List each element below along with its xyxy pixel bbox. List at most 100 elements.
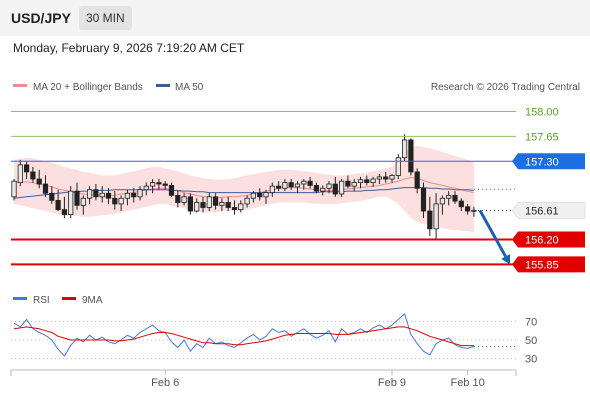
rsi-tick-label: 30 — [525, 354, 537, 366]
candle-body — [36, 178, 42, 185]
candle — [351, 179, 357, 192]
candle — [87, 186, 93, 204]
candle — [427, 196, 433, 236]
ma9-legend-swatch — [62, 297, 76, 300]
candle-body — [376, 176, 383, 180]
candle-body — [452, 194, 458, 202]
timeframe-button[interactable]: 30 MIN — [79, 6, 132, 30]
candle-body — [42, 183, 49, 194]
candle — [294, 181, 301, 194]
candle-body — [257, 192, 263, 198]
candle — [458, 198, 464, 212]
candle-body — [168, 185, 175, 196]
x-tick-label: Feb 9 — [378, 377, 406, 389]
x-tick-label: Feb 6 — [151, 377, 179, 389]
candle-body — [194, 202, 200, 212]
support-tag-bg — [512, 256, 585, 273]
candle-body — [118, 197, 124, 205]
candle-body — [200, 202, 206, 208]
candle-body — [143, 185, 149, 191]
candle-body — [225, 202, 231, 208]
level-lines: 158.00 157.65 157.30 156.20 155.85 156.61 — [11, 107, 586, 273]
candle-body — [263, 192, 269, 198]
candle — [332, 176, 338, 197]
candle — [225, 196, 231, 212]
forecast-arrow — [478, 209, 510, 265]
candle-body — [301, 180, 307, 185]
candle — [55, 189, 61, 212]
candle-body — [61, 209, 68, 215]
candle — [446, 191, 452, 206]
candle — [17, 159, 23, 187]
header-bar: USD/JPY 30 MIN — [0, 0, 590, 36]
candle-body — [427, 210, 433, 230]
support-label: 156.20 — [525, 234, 559, 246]
candle-body — [80, 197, 86, 206]
candle — [156, 179, 162, 190]
candle — [263, 189, 269, 204]
support-tag: 155.85 — [512, 256, 585, 273]
candle — [23, 161, 30, 180]
current-price-tag-bg — [511, 202, 586, 219]
candle — [143, 182, 149, 196]
candle-body — [345, 180, 351, 187]
candle-body — [389, 175, 395, 180]
candle — [433, 193, 439, 240]
candle — [36, 169, 42, 189]
candle — [93, 184, 99, 201]
candle-body — [439, 197, 446, 205]
candle — [49, 186, 55, 204]
candle — [439, 195, 446, 215]
support-tag: 156.20 — [512, 231, 585, 248]
candle-body — [313, 185, 320, 192]
candle — [105, 188, 112, 204]
candle-body — [49, 192, 55, 201]
candle — [187, 193, 193, 215]
candle — [11, 179, 17, 201]
candle-body — [11, 180, 17, 198]
candle-body — [23, 164, 30, 173]
candle — [80, 195, 86, 215]
current-price-tag: 156.61 — [511, 202, 586, 219]
candle — [313, 182, 320, 194]
candle-body — [68, 190, 74, 215]
candle — [320, 185, 326, 196]
candle — [338, 179, 345, 197]
pivot-tag-bg — [512, 153, 585, 170]
candle-body — [156, 182, 162, 185]
candle — [269, 182, 275, 197]
copyright-label: Research © 2026 Trading Central — [431, 82, 580, 93]
rsi-plot: 70 50 30 — [11, 313, 537, 366]
candle-body — [149, 182, 156, 187]
candle — [464, 203, 471, 215]
time-axis-labels: Feb 6 Feb 9 Feb 10 — [151, 370, 485, 389]
candle — [175, 191, 181, 208]
candle-body — [212, 196, 219, 206]
candle-body — [206, 196, 212, 208]
candle — [238, 200, 244, 213]
candle-body — [17, 164, 23, 184]
support-label: 155.85 — [525, 259, 559, 271]
candle-body — [338, 180, 345, 195]
candle — [345, 175, 351, 189]
candle-body — [250, 192, 256, 199]
candle-body — [275, 185, 282, 189]
candle-body — [30, 171, 36, 180]
candle-body — [414, 171, 420, 189]
ma9-legend-label: 9MA — [82, 295, 103, 306]
resistance-label: 157.65 — [525, 131, 559, 143]
candle — [181, 193, 187, 206]
candle — [275, 181, 282, 192]
ma20-legend-swatch — [13, 84, 27, 87]
candle — [307, 176, 313, 189]
candle — [250, 191, 256, 203]
bollinger-band — [14, 145, 474, 233]
candle — [301, 179, 307, 190]
candle-body — [219, 202, 225, 206]
candle — [408, 138, 414, 176]
candle — [370, 176, 376, 187]
candle — [194, 198, 200, 213]
candle-body — [231, 207, 238, 211]
